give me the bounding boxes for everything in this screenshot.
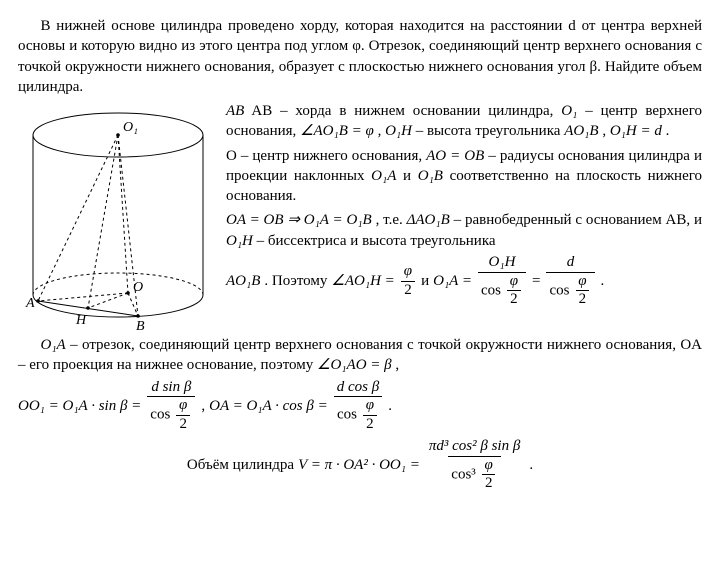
vnum-cos2b: cos² β xyxy=(452,438,488,454)
vol-label: Объём цилиндра xyxy=(187,455,294,475)
label-O: O xyxy=(133,280,143,295)
label-O1: O₁ xyxy=(123,120,138,135)
frac-phi-2: φ 2 xyxy=(401,264,415,299)
inner-phi2-1: φ 2 xyxy=(507,274,521,309)
sym-O1A-2: O₁A xyxy=(41,337,66,353)
ip2n: φ xyxy=(575,274,589,291)
ip3d: 2 xyxy=(176,415,190,433)
p1a: AB – хорда в нижнем основании цилиндра, xyxy=(251,103,561,119)
vnum-sinb: sin β xyxy=(492,438,521,454)
sym-O1Aeq: O₁A = xyxy=(433,271,472,291)
sym-OAeq: OA = O₁A · cos β = xyxy=(209,396,328,416)
p3a: , т.е. xyxy=(376,212,407,228)
inner-phi2-2: φ 2 xyxy=(575,274,589,309)
p6c: , xyxy=(201,396,205,416)
p4b: и xyxy=(421,271,429,291)
p4a: . Поэтому xyxy=(264,271,327,291)
sym-O1: O₁ xyxy=(561,103,577,119)
sym-O1H: O₁H xyxy=(385,123,412,139)
cos2: cos xyxy=(549,282,569,298)
p6d: . xyxy=(388,396,392,416)
phi-num: φ xyxy=(401,264,415,281)
p3b: – равнобедренный с основанием AB, и xyxy=(454,212,702,228)
vnum-d3: d³ xyxy=(436,438,448,454)
ip5n: φ xyxy=(482,458,496,475)
phi-den: 2 xyxy=(401,281,415,299)
sym-Veq: V = π · OA² · OO₁ = xyxy=(298,455,420,475)
inner-phi2-3: φ 2 xyxy=(176,398,190,433)
inner-phi2-5: φ 2 xyxy=(482,458,496,493)
vden: cos³ φ 2 xyxy=(448,456,501,493)
frac-dsinb: d sin β cos φ 2 xyxy=(147,380,195,433)
ip5d: 2 xyxy=(482,474,496,492)
sym-angleAO1H: ∠AO₁H = xyxy=(331,271,394,291)
frac-d-cos: d cos φ 2 xyxy=(546,255,594,308)
solution-p3: OA = OB ⇒ O₁A = O₁B , т.е. ΔAO₁B – равно… xyxy=(226,210,702,251)
cos3-txt: cos³ xyxy=(451,466,476,482)
frac-volume: πd³ cos² β sin β cos³ φ 2 xyxy=(426,439,523,492)
frac-dcosb: d cos β cos φ 2 xyxy=(334,380,382,433)
sym-O1A: O₁A xyxy=(371,168,396,184)
sym-impl: OA = OB ⇒ O₁A = O₁B xyxy=(226,212,372,228)
vnum: πd³ cos² β sin β xyxy=(426,439,523,456)
solution-p1: AB AB – хорда в нижнем основании цилиндр… xyxy=(226,101,702,142)
label-A: A xyxy=(25,296,35,311)
inner-phi2-4: φ 2 xyxy=(363,398,377,433)
cos3a: cos xyxy=(150,407,170,423)
ip3n: φ xyxy=(176,398,190,415)
sym-angleO1AO: ∠O₁AO = β xyxy=(317,357,392,373)
volume-equation: Объём цилиндра V = π · OA² · OO₁ = πd³ c… xyxy=(18,439,702,492)
solution-p4: AO₁B. Поэтому ∠AO₁H = φ 2 и O₁A = O₁H co… xyxy=(226,255,702,308)
solution-p5: O₁A – отрезок, соединяющий центр верхнег… xyxy=(18,335,702,376)
solution-row: O₁ O A B H AB AB – хорда в нижнем основа… xyxy=(18,101,702,335)
sym-OO1eq: OO₁ = O₁A · sin β = xyxy=(18,396,141,416)
p2c: и xyxy=(403,168,418,184)
sym-tri: ΔAO₁B xyxy=(407,212,450,228)
cylinder-diagram: O₁ O A B H xyxy=(18,105,218,335)
sym-angle-AO1B: ∠AO₁B = φ xyxy=(300,123,374,139)
ip1d: 2 xyxy=(507,290,521,308)
sym-AO1B-2: AO₁B xyxy=(226,271,260,291)
solution-text: AB AB – хорда в нижнем основании цилиндр… xyxy=(218,101,702,312)
label-H: H xyxy=(75,313,87,328)
p3c: – биссектриса и высота треугольника xyxy=(257,233,496,249)
f4d: cos φ 2 xyxy=(334,396,382,433)
vol-period: . xyxy=(529,455,533,475)
ip4n: φ xyxy=(363,398,377,415)
p4end: . xyxy=(601,271,605,291)
p1c: , xyxy=(378,123,386,139)
sym-O1Hd: O₁H = d xyxy=(610,123,662,139)
ip2d: 2 xyxy=(576,290,590,308)
solution-p2: O – центр нижнего основания, AO = OB – р… xyxy=(226,146,702,207)
p1e: , xyxy=(602,123,610,139)
sym-O1H-2: O₁H xyxy=(226,233,253,249)
f1d: cos φ 2 xyxy=(478,272,526,309)
ip1n: φ xyxy=(507,274,521,291)
sym-AB: AB xyxy=(226,103,244,119)
eq1: = xyxy=(532,271,540,291)
f3d: cos φ 2 xyxy=(147,396,195,433)
p2a: O – центр нижнего основания, xyxy=(226,148,426,164)
sym-AOOB: AO = OB xyxy=(426,148,484,164)
label-B: B xyxy=(136,319,145,334)
cos4a: cos xyxy=(337,407,357,423)
f4n: d cos β xyxy=(334,380,382,397)
cos1: cos xyxy=(481,282,501,298)
solution-p6: OO₁ = O₁A · sin β = d sin β cos φ 2 , OA… xyxy=(18,380,702,433)
sym-AO1B: AO₁B xyxy=(564,123,598,139)
f3n: d sin β xyxy=(148,380,194,397)
p1d: – высота треугольника xyxy=(416,123,564,139)
p5b: , xyxy=(395,357,399,373)
p1f: . xyxy=(666,123,670,139)
f2n: d xyxy=(564,255,578,272)
problem-statement: В нижней основе цилиндра проведено хорду… xyxy=(18,16,702,97)
ip4d: 2 xyxy=(363,415,377,433)
sym-O1B: O₁B xyxy=(418,168,443,184)
frac-O1H-cos: O₁H cos φ 2 xyxy=(478,255,526,308)
f2d: cos φ 2 xyxy=(546,272,594,309)
f1n: O₁H xyxy=(486,255,519,272)
diagram-container: O₁ O A B H xyxy=(18,101,218,335)
